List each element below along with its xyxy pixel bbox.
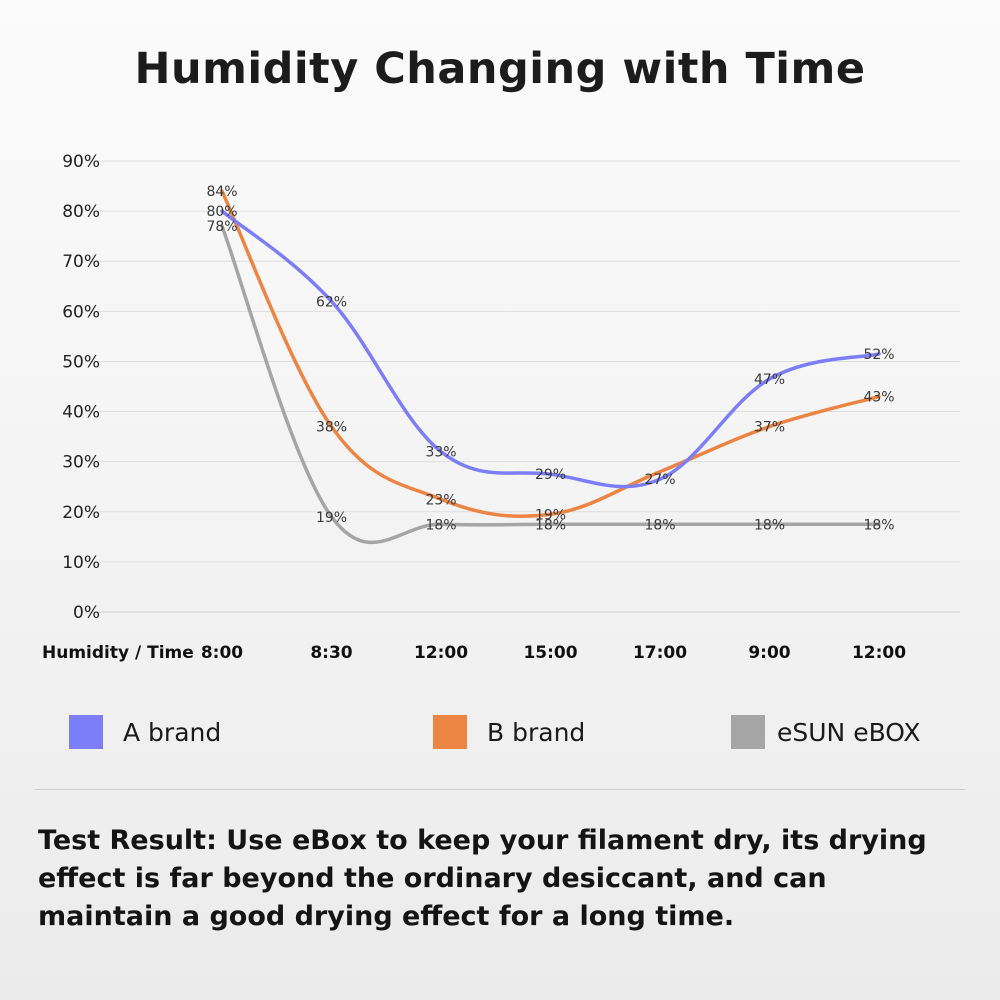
chart-title: Humidity Changing with Time: [134, 44, 866, 94]
line-chart: 0% 10% 20% 30% 40% 50% 60% 70% 80% 90% Humidity /…: [42, 152, 960, 663]
x-tick-label: 8:30: [310, 643, 352, 663]
divider: [35, 789, 965, 790]
y-tick-label: 80%: [62, 202, 100, 222]
x-tick-label: 8:00: [201, 643, 243, 663]
legend-swatch-esun-ebox: [731, 715, 765, 749]
legend: A brand B brand eSUN eBOX: [0, 715, 1000, 755]
series-line-a-brand: [220, 209, 881, 489]
x-tick-label: 12:00: [414, 643, 468, 663]
legend-label-b-brand: B brand: [487, 717, 586, 747]
y-tick-label: 50%: [62, 352, 100, 372]
x-axis-ticks: Humidity / Time 8:00 8:30 12:00 15:00 17:00 9:…: [42, 643, 906, 663]
data-labels: 78%19% 18% 18% 18% 18% 18%84%38%23%19%37%43%8…: [206, 184, 894, 533]
data-label: 62%: [316, 294, 347, 310]
data-label: 52%: [863, 347, 894, 363]
data-label: 43%: [863, 390, 894, 406]
legend-item-a-brand: A brand: [69, 715, 221, 749]
legend-label-a-brand: A brand: [123, 717, 222, 747]
data-label: 29%: [535, 467, 566, 483]
y-tick-label: 40%: [62, 403, 100, 423]
data-label: 19%: [535, 507, 566, 523]
data-label: 18%: [863, 517, 894, 533]
x-axis-title: Humidity / Time: [42, 643, 194, 663]
data-label: 18%: [425, 517, 456, 533]
data-label: 18%: [535, 517, 566, 533]
y-tick-label: 90%: [62, 152, 100, 172]
data-label: 18%: [644, 517, 675, 533]
data-label: 80%: [206, 204, 237, 220]
x-tick-label: 17:00: [633, 643, 687, 663]
legend-swatch-a-brand: [69, 715, 103, 749]
test-result-note: Test Result: Use eBox to keep your filam…: [38, 825, 927, 932]
legend-item-b-brand: B brand: [433, 715, 585, 749]
y-tick-label: 20%: [62, 503, 100, 523]
y-tick-label: 60%: [62, 302, 100, 322]
data-label: 23%: [425, 492, 456, 508]
legend-label-esun-ebox: eSUN eBOX: [777, 717, 921, 747]
data-label: 78%: [206, 219, 237, 235]
series-lines: [220, 189, 881, 545]
data-label: 27%: [644, 472, 675, 488]
series-line-esun-ebox: [220, 224, 881, 545]
data-label: 19%: [316, 510, 347, 526]
y-tick-label: 70%: [62, 252, 100, 272]
data-label: 33%: [425, 445, 456, 461]
data-label: 37%: [754, 420, 785, 436]
x-tick-label: 15:00: [523, 643, 577, 663]
y-tick-label: 30%: [62, 453, 100, 473]
series-line-b-brand: [220, 189, 881, 518]
legend-swatch-b-brand: [433, 715, 467, 749]
y-axis-ticks: 0% 10% 20% 30% 40% 50% 60% 70% 80% 90%: [62, 152, 100, 623]
x-tick-label: 12:00: [852, 643, 906, 663]
y-tick-label: 10%: [62, 553, 100, 573]
data-label: 38%: [316, 420, 347, 436]
legend-item-esun-ebox: eSUN eBOX: [731, 715, 921, 749]
x-tick-label: 9:00: [748, 643, 790, 663]
data-label: 84%: [206, 184, 237, 200]
data-label: 18%: [754, 517, 785, 533]
y-tick-label: 0%: [73, 603, 100, 623]
data-label: 47%: [754, 372, 785, 388]
